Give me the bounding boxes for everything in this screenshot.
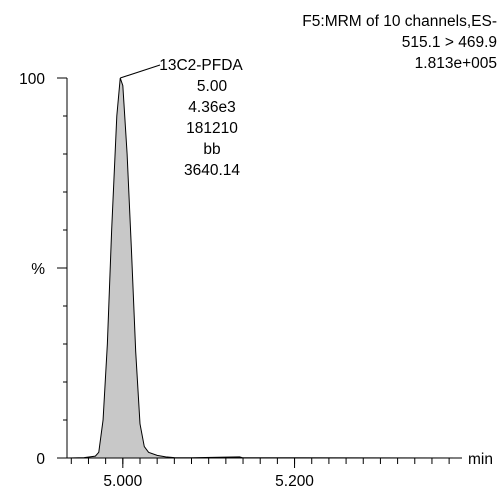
- ticks-layer: [57, 77, 450, 468]
- header-line-1: F5:MRM of 10 channels,ES-: [302, 13, 497, 30]
- peak-response-label: 3640.14: [184, 162, 240, 179]
- header-line-3: 1.813e+005: [415, 55, 497, 72]
- peak-baseline-code-label: bb: [203, 141, 220, 158]
- series-layer: [66, 77, 463, 459]
- x-axis-unit-label: min: [468, 451, 493, 468]
- header-line-2: 515.1 > 469.9: [402, 34, 497, 51]
- peak-retention-time-label: 5.00: [197, 78, 228, 95]
- peak-area-label: 181210: [186, 120, 238, 137]
- x-tick-label-5000: 5.000: [103, 473, 142, 490]
- peak-name-label: 13C2-PFDA: [159, 57, 243, 74]
- y-tick-label-100: 100: [19, 71, 45, 88]
- peak-area-fill-0: [67, 78, 462, 458]
- trace-line-0: [66, 77, 463, 459]
- y-axis-percent-symbol: %: [31, 261, 45, 278]
- x-tick-label-5200: 5.200: [275, 473, 314, 490]
- peak-height-label: 4.36e3: [188, 99, 235, 116]
- peak-leader-line: [120, 64, 161, 79]
- y-tick-label-0: 0: [36, 451, 45, 468]
